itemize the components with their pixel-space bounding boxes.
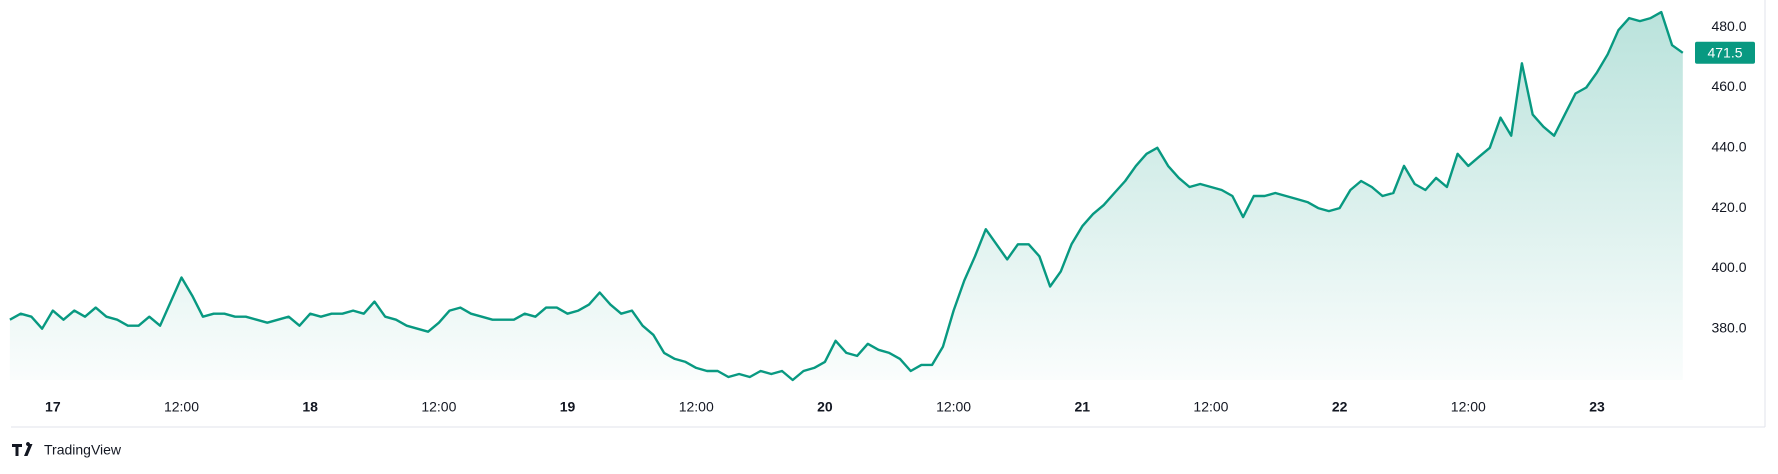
y-tick-label: 440.0 — [1711, 138, 1746, 154]
y-tick-label: 480.0 — [1711, 18, 1746, 34]
y-tick-label: 420.0 — [1711, 199, 1746, 215]
x-tick-label: 12:00 — [1451, 399, 1486, 415]
x-tick-label: 12:00 — [1193, 399, 1228, 415]
x-tick-label: 23 — [1589, 399, 1605, 415]
x-tick-label: 12:00 — [936, 399, 971, 415]
last-value-badge — [1695, 41, 1755, 64]
y-tick-label: 400.0 — [1711, 259, 1746, 275]
y-tick-label: 380.0 — [1711, 319, 1746, 335]
area-fill — [9, 12, 1683, 380]
price-line — [9, 10, 1684, 382]
x-tick-label: 17 — [45, 399, 61, 415]
x-tick-label: 21 — [1074, 399, 1090, 415]
x-tick-label: 19 — [560, 399, 576, 415]
x-tick-label: 18 — [302, 399, 318, 415]
x-tick-label: 12:00 — [679, 399, 714, 415]
x-tick-label: 12:00 — [421, 399, 456, 415]
last-value-label: 471.5 — [1707, 44, 1742, 60]
watermark: TradingView — [44, 442, 122, 458]
x-tick-label: 12:00 — [164, 399, 199, 415]
x-tick-label: 22 — [1332, 399, 1348, 415]
x-tick-label: 20 — [817, 399, 833, 415]
logo-icon — [12, 442, 33, 456]
y-tick-label: 460.0 — [1711, 78, 1746, 94]
logo: TradingView — [12, 442, 122, 458]
